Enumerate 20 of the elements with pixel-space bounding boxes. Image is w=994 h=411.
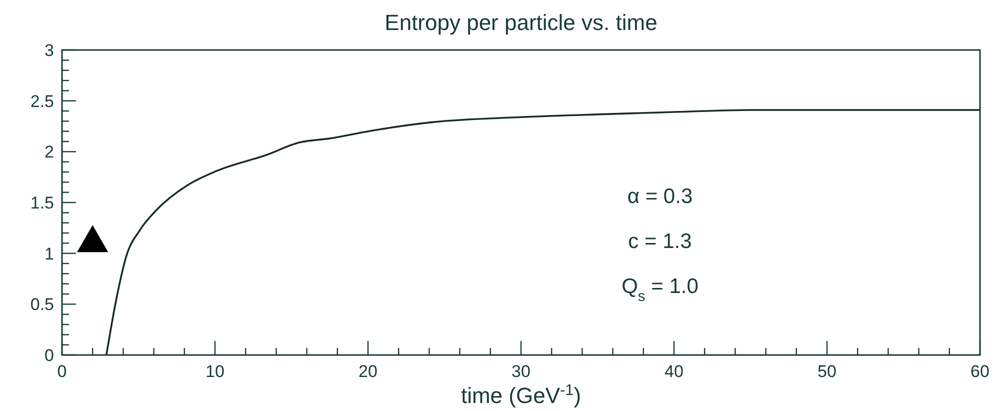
x-tick-label: 40 <box>664 362 684 381</box>
line-series <box>105 109 981 356</box>
y-tick-label: 3 <box>44 41 54 60</box>
y-tick-label: 2.5 <box>30 92 54 111</box>
y-tick-label: 1 <box>44 244 54 264</box>
x-axis-title: time (GeV$^{-1}$) <box>460 382 582 408</box>
annotation: α = 0.3 <box>627 185 693 208</box>
x-tick-label: 10 <box>206 362 224 381</box>
annotation: c = 1.3 <box>628 230 692 253</box>
y-tick-label: 1.5 <box>30 194 54 212</box>
x-tick-label: 60 <box>970 362 990 381</box>
x-tick-label: 20 <box>358 362 378 381</box>
y-tick-label: 0.5 <box>30 295 54 314</box>
y-tick-label: 0 <box>44 346 54 365</box>
y-tick-label: 2 <box>44 142 54 162</box>
x-tick-label: 0 <box>57 362 67 381</box>
chart-title: Entropy per particle vs. time <box>384 10 658 35</box>
x-tick-label: 50 <box>818 362 836 381</box>
annotation: Q$_{s}$ = 1.0 <box>622 275 698 305</box>
x-tick-label: 30 <box>512 362 530 381</box>
